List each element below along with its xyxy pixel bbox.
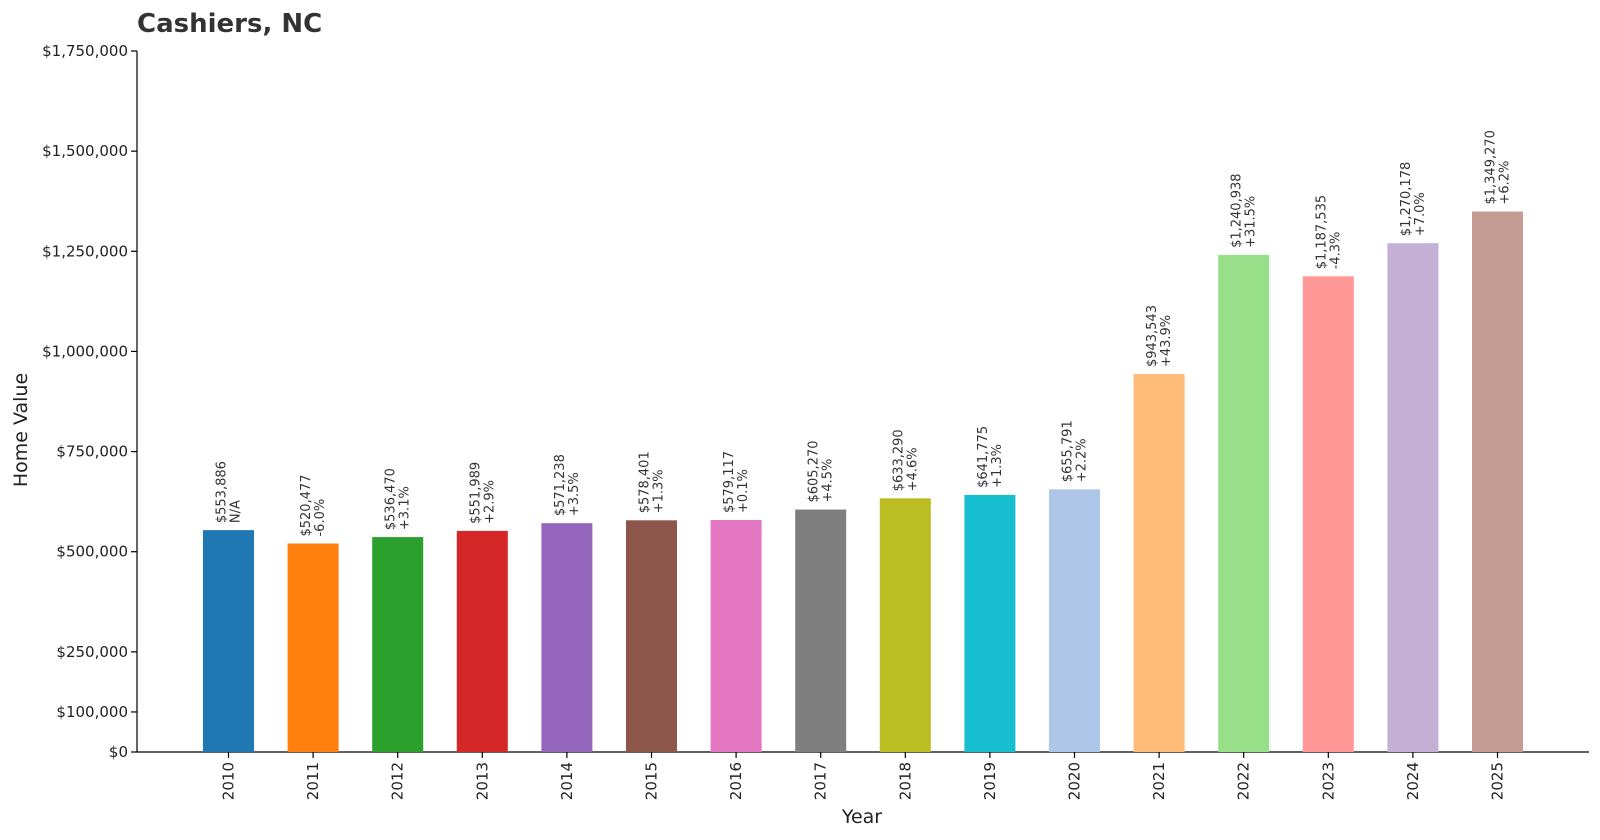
bar-value-label: $633,290 <box>891 429 906 491</box>
bar-2020 <box>1049 489 1100 752</box>
bar-value-label: $536,470 <box>384 468 399 530</box>
bar-value-label: $1,349,270 <box>1484 130 1499 204</box>
bar-value-label: $520,477 <box>299 474 314 536</box>
bar-annotation-2010: $553,886 N/A <box>215 461 244 523</box>
chart-title: Cashiers, NC <box>137 9 322 39</box>
bar-value-label: $571,238 <box>553 454 568 516</box>
y-tick-label: $750,000 <box>56 443 128 461</box>
bar-change-label: +2.9% <box>482 480 497 524</box>
bar-change-label: +3.1% <box>398 486 413 530</box>
bar-annotation-2017: $605,270 +4.5% <box>807 441 836 503</box>
bar-value-label: $578,401 <box>638 451 653 513</box>
bar-2022 <box>1218 254 1270 752</box>
x-tick-label: 2021 <box>1150 762 1168 800</box>
bar-value-label: $1,270,178 <box>1399 162 1414 236</box>
x-tick-label: 2020 <box>1066 762 1084 800</box>
bar-2013 <box>456 530 508 752</box>
x-tick-label: 2022 <box>1235 762 1253 800</box>
bar-2018 <box>879 498 931 752</box>
bar-annotation-2023: $1,187,535 -4.3% <box>1314 195 1343 269</box>
bar-labels: $553,886 N/A $520,477 -6.0% $536,470 +3.1% $55… <box>215 130 1513 536</box>
bar-annotation-2012: $536,470 +3.1% <box>384 468 413 530</box>
bar-value-label: $1,187,535 <box>1314 195 1329 269</box>
x-axis-ticks: 2010 2011 2012 2013 2014 2015 2016 2017 2018 2019… <box>220 752 1507 800</box>
bar-change-label: +4.5% <box>821 459 836 503</box>
x-tick-label: 2014 <box>558 762 576 800</box>
bar-annotation-2022: $1,240,938 +31.5% <box>1230 173 1259 247</box>
bar-change-label: +6.2% <box>1498 161 1513 205</box>
bar-2011 <box>287 543 339 752</box>
bar-value-label: $1,240,938 <box>1230 173 1245 247</box>
y-tick-label: $500,000 <box>56 543 128 561</box>
x-tick-label: 2017 <box>812 762 830 800</box>
x-tick-label: 2023 <box>1319 762 1337 800</box>
bar-change-label: +43.9% <box>1159 315 1174 367</box>
bar-change-label: -6.0% <box>313 499 328 537</box>
x-axis-label: Year <box>841 806 882 828</box>
bar-annotation-2014: $571,238 +3.5% <box>553 454 582 516</box>
bar-annotation-2020: $655,791 +2.2% <box>1061 420 1090 482</box>
bar-2015 <box>626 520 677 752</box>
bar-change-label: +1.3% <box>652 469 667 513</box>
y-axis-ticks: $0 $100,000 $250,000 $500,000 $750,000 $1,000… <box>42 42 137 761</box>
x-tick-label: 2019 <box>981 762 999 800</box>
bar-change-label: +2.2% <box>1075 438 1090 482</box>
y-tick-label: $1,000,000 <box>42 342 128 360</box>
bar-value-label: $641,775 <box>976 426 991 488</box>
bar-value-label: $655,791 <box>1061 420 1076 482</box>
bar-annotation-2013: $551,989 +2.9% <box>468 462 497 524</box>
y-tick-label: $0 <box>109 743 128 761</box>
bar-2012 <box>372 537 424 752</box>
bar-2025 <box>1472 211 1523 752</box>
bars <box>203 211 1523 752</box>
x-tick-label: 2011 <box>304 762 322 800</box>
bar-change-label: +0.1% <box>736 469 751 513</box>
bar-change-label: +7.0% <box>1413 192 1428 236</box>
y-tick-label: $100,000 <box>56 703 128 721</box>
bar-2014 <box>541 523 593 752</box>
bar-change-label: -4.3% <box>1328 232 1343 270</box>
bar-change-label: +1.3% <box>990 444 1005 488</box>
bar-annotation-2015: $578,401 +1.3% <box>638 451 667 513</box>
bar-value-label: $943,543 <box>1145 305 1160 367</box>
bar-value-label: $605,270 <box>807 441 822 503</box>
bar-change-label: +3.5% <box>567 472 582 516</box>
y-tick-label: $250,000 <box>56 643 128 661</box>
bar-change-label: N/A <box>229 500 244 523</box>
bar-annotation-2024: $1,270,178 +7.0% <box>1399 162 1428 236</box>
bar-annotation-2011: $520,477 -6.0% <box>299 474 328 536</box>
bar-value-label: $551,989 <box>468 462 483 524</box>
bar-annotation-2021: $943,543 +43.9% <box>1145 305 1174 367</box>
bar-2024 <box>1387 243 1439 752</box>
bar-2019 <box>964 494 1016 752</box>
bar-annotation-2016: $579,117 +0.1% <box>722 451 751 513</box>
x-tick-label: 2025 <box>1489 762 1507 800</box>
bar-2021 <box>1133 374 1185 752</box>
bar-2016 <box>710 520 762 752</box>
x-tick-label: 2024 <box>1404 762 1422 800</box>
x-tick-label: 2012 <box>389 762 407 800</box>
bar-2010 <box>203 530 254 752</box>
x-tick-label: 2015 <box>643 762 661 800</box>
x-tick-label: 2010 <box>220 762 238 800</box>
x-tick-label: 2018 <box>896 762 914 800</box>
bar-annotation-2018: $633,290 +4.6% <box>891 429 920 491</box>
bar-change-label: +31.5% <box>1244 196 1259 248</box>
y-tick-label: $1,500,000 <box>42 142 128 160</box>
x-tick-label: 2016 <box>727 762 745 800</box>
bar-2017 <box>795 509 847 752</box>
bar-change-label: +4.6% <box>905 447 920 491</box>
y-axis-label: Home Value <box>10 373 32 487</box>
bar-2023 <box>1302 276 1354 752</box>
bar-annotation-2019: $641,775 +1.3% <box>976 426 1005 488</box>
y-tick-label: $1,750,000 <box>42 42 128 60</box>
bar-annotation-2025: $1,349,270 +6.2% <box>1484 130 1513 204</box>
x-tick-label: 2013 <box>473 762 491 800</box>
y-tick-label: $1,250,000 <box>42 242 128 260</box>
bar-value-label: $579,117 <box>722 451 737 513</box>
bar-value-label: $553,886 <box>215 461 230 523</box>
